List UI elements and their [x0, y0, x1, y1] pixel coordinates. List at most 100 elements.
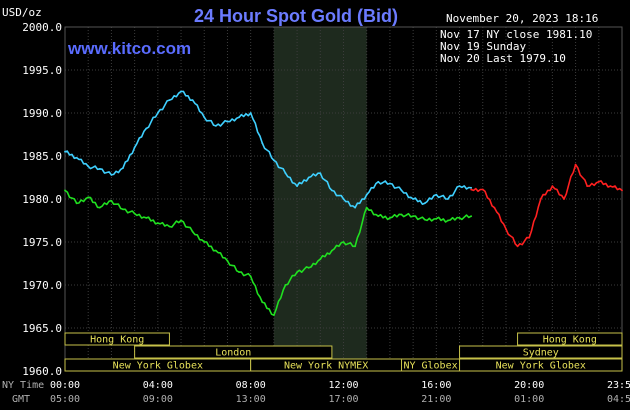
series-point [296, 185, 298, 188]
x-tick-label-ny: 00:00 [50, 380, 80, 391]
series-point [505, 228, 507, 231]
series-point [272, 314, 275, 316]
series-point [447, 198, 449, 200]
x-tick-label-ny: 23:59 [607, 380, 630, 391]
series-point [284, 172, 287, 175]
series-point [330, 189, 333, 192]
series-point [365, 193, 368, 196]
series-point [400, 189, 403, 192]
series-point [87, 165, 90, 168]
y-tick-label: 1960.0 [22, 365, 62, 378]
x-tick-label-ny: 12:00 [328, 380, 358, 391]
series-point [307, 266, 310, 269]
x-tick-label-ny: 04:00 [143, 380, 173, 391]
chart-title: 24 Hour Spot Gold (Bid) [194, 6, 398, 26]
series-point [122, 167, 124, 169]
session-bar-label: New York Globex [496, 361, 586, 372]
session-bar: Sydney [459, 345, 623, 359]
series-point [226, 260, 229, 262]
series-point [400, 213, 403, 216]
series-point [168, 99, 171, 101]
series-point [203, 116, 206, 119]
series-point [389, 217, 391, 219]
series-point [238, 116, 240, 119]
series-point [470, 215, 473, 218]
series-point [272, 159, 275, 162]
series-point [261, 142, 264, 145]
x-tick-label-gmt: 13:00 [236, 394, 266, 405]
series-point [621, 189, 623, 192]
series-point [435, 193, 438, 196]
series-point [214, 125, 217, 127]
session-bar-box [459, 345, 623, 359]
session-bar-label: London [215, 348, 251, 359]
session-bar-label: New York NYMEX [284, 361, 368, 372]
y-tick-label: 1975.0 [22, 236, 62, 249]
timestamp: November 20, 2023 18:16 [446, 12, 598, 25]
x-tick-label-ny: 08:00 [236, 380, 266, 391]
series-point [423, 202, 426, 205]
series-point [307, 176, 310, 179]
series-line-2 [64, 189, 472, 316]
series-point [214, 249, 217, 252]
series-point [481, 188, 484, 191]
series-point [168, 225, 171, 228]
session-bar: New York Globex [459, 358, 623, 372]
session-bar-box [134, 345, 333, 359]
series-point [551, 185, 554, 188]
legend-item-nov19: Nov 19 Sunday [440, 40, 526, 53]
session-bar-box [517, 332, 623, 346]
site-watermark: www.kitco.com [67, 39, 191, 58]
series-point [156, 112, 159, 114]
series-point [64, 150, 66, 153]
series-point [133, 146, 136, 149]
session-bar-box [459, 358, 623, 372]
series-point [528, 236, 531, 239]
series-point [377, 180, 380, 183]
series-point [284, 284, 287, 286]
series-point [110, 174, 113, 176]
y-tick-label: 1970.0 [22, 279, 62, 292]
series-point [98, 168, 101, 170]
y-tick-label: 1965.0 [22, 322, 62, 335]
ny-time-axis-label: NY Time [2, 380, 44, 391]
series-point [110, 199, 113, 202]
session-bar: Hong Kong [517, 332, 623, 346]
series-point [470, 186, 473, 189]
session-bar: NY Globex [401, 358, 461, 372]
x-tick-label-gmt: 05:00 [50, 394, 80, 405]
series-point [435, 217, 438, 220]
y-tick-label: 1980.0 [22, 193, 62, 206]
series-point [458, 185, 461, 188]
series-point [156, 222, 159, 224]
series-point [145, 217, 148, 219]
series-point [493, 206, 496, 209]
session-bar-label: Hong Kong [543, 335, 597, 346]
x-tick-label-gmt: 01:00 [514, 394, 544, 405]
series-point [609, 185, 612, 188]
series-point [423, 218, 426, 221]
series-point [412, 215, 415, 218]
session-bar-box [64, 332, 170, 346]
series-point [377, 215, 380, 218]
series-point [412, 198, 415, 200]
series-point [98, 206, 101, 209]
gmt-axis-label: GMT [12, 394, 30, 405]
x-tick-label-ny: 16:00 [421, 380, 451, 391]
session-bar-label: Hong Kong [90, 335, 144, 346]
session-bar: New York Globex [64, 358, 252, 372]
legend-item-nov20: Nov 20 Last 1979.10 [440, 52, 566, 65]
y-tick-label: 2000.0 [22, 21, 62, 34]
series-point [191, 99, 194, 101]
series-point [180, 90, 182, 93]
x-tick-label-gmt: 21:00 [421, 394, 451, 405]
series-point [389, 182, 391, 185]
series-point [563, 198, 565, 200]
series-point [64, 189, 66, 192]
series-line-1 [470, 163, 623, 248]
series-point [539, 198, 542, 200]
series-point [342, 241, 345, 243]
series-point [75, 156, 78, 159]
session-bar: Hong Kong [64, 332, 170, 346]
series-point [122, 208, 124, 211]
